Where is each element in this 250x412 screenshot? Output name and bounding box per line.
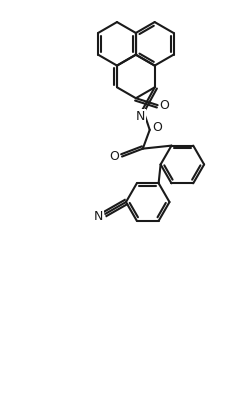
Text: N: N (136, 110, 145, 122)
Text: O: O (160, 98, 170, 112)
Text: O: O (109, 150, 119, 163)
Text: N: N (94, 211, 103, 223)
Text: O: O (153, 122, 162, 134)
